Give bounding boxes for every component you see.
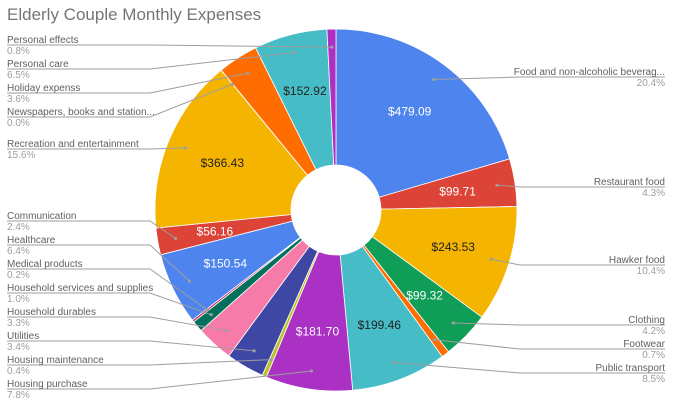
slice-percent: 4.2% xyxy=(642,326,665,337)
slice-label: Household durables xyxy=(7,307,96,318)
leader-dot xyxy=(231,82,235,86)
slice-value-label: $243.53 xyxy=(432,240,476,254)
slice-percent: 1.0% xyxy=(7,294,30,305)
leader-line xyxy=(433,76,665,81)
slice-label: Restaurant food xyxy=(594,177,665,188)
pie-slice xyxy=(326,28,337,166)
slice-percent: 0.0% xyxy=(7,118,30,129)
leader-line xyxy=(7,292,212,316)
slice-label: Personal care xyxy=(7,59,69,70)
slice-value-label: $366.43 xyxy=(201,156,245,170)
leader-dot xyxy=(252,349,256,353)
slice-percent: 0.8% xyxy=(7,46,30,57)
slice-label: Holiday expenss xyxy=(7,83,80,94)
leader-dot xyxy=(205,308,209,312)
slice-percent: 6.5% xyxy=(7,70,30,81)
leader-dot xyxy=(183,146,188,150)
slice-label: Footwear xyxy=(623,339,665,350)
leader-line xyxy=(393,361,665,374)
slice-percent: 7.8% xyxy=(7,390,30,401)
pie-slice xyxy=(371,206,518,318)
slice-percent: 8.5% xyxy=(642,374,665,385)
leader-dot xyxy=(224,328,229,333)
leader-dot xyxy=(173,236,178,240)
leader-line xyxy=(7,147,186,150)
leader-line xyxy=(496,184,665,188)
leader-dot xyxy=(293,50,297,54)
chart-title: Elderly Couple Monthly Expenses xyxy=(7,5,262,24)
slice-percent: 4.3% xyxy=(642,188,665,199)
leader-line xyxy=(434,339,665,350)
leader-dot xyxy=(246,71,250,75)
leader-line xyxy=(7,268,208,311)
slice-percent: 10.4% xyxy=(637,266,665,277)
slice-percent: 3.6% xyxy=(7,94,30,105)
slice-percent: 6.4% xyxy=(7,246,30,257)
leader-line xyxy=(7,244,190,282)
slice-value-label: $199.46 xyxy=(358,318,402,332)
slice-label: Personal effects xyxy=(7,35,79,46)
slice-value-label: $99.71 xyxy=(439,184,476,198)
leader-line xyxy=(453,322,665,326)
slice-label: Housing maintenance xyxy=(7,355,104,366)
slice-label: Public transport xyxy=(596,363,666,374)
slice-label: Housing purchase xyxy=(7,379,88,390)
slice-value-label: $479.09 xyxy=(388,104,432,118)
leader-line xyxy=(7,220,176,239)
leader-line xyxy=(7,359,272,366)
slice-value-label: $150.54 xyxy=(204,257,248,271)
slice-percent: 0.2% xyxy=(7,270,30,281)
leader-line xyxy=(491,258,665,266)
leader-dot xyxy=(451,321,455,325)
leader-dot xyxy=(431,77,436,82)
slice-percent: 0.7% xyxy=(642,350,665,361)
leader-dot xyxy=(309,369,314,373)
slice-label: Newspapers, books and station... xyxy=(7,107,155,118)
slice-percent: 3.3% xyxy=(7,318,30,329)
slice-label: Clothing xyxy=(628,315,665,326)
leader-dot xyxy=(209,313,213,317)
leader-line xyxy=(7,370,312,390)
slice-label: Communication xyxy=(7,211,76,222)
slice-label: Food and non-alcoholic beverag... xyxy=(514,67,665,78)
leader-dot xyxy=(187,279,192,283)
slice-label: Healthcare xyxy=(7,235,56,246)
slice-value-label: $152.92 xyxy=(283,84,327,98)
slice-label: Hawker food xyxy=(609,255,665,266)
slice-label: Household services and supplies xyxy=(7,283,153,294)
leader-dot xyxy=(269,357,274,362)
leader-dot xyxy=(495,183,499,187)
slice-percent: 15.6% xyxy=(7,150,35,161)
leader-dot xyxy=(432,338,437,342)
leader-line xyxy=(7,316,227,332)
slice-value-label: $99.32 xyxy=(406,288,443,302)
slice-value-label: $181.70 xyxy=(296,325,340,339)
leader-line xyxy=(7,83,233,118)
pie-slice xyxy=(335,28,511,198)
leader-line xyxy=(7,51,295,70)
leader-dot xyxy=(330,45,334,49)
slice-label: Utilities xyxy=(7,331,39,342)
slice-percent: 20.4% xyxy=(637,78,665,89)
leader-line xyxy=(7,340,255,352)
leader-dot xyxy=(391,360,395,365)
slice-label: Recreation and entertainment xyxy=(7,139,139,150)
slice-label: Medical products xyxy=(7,259,83,270)
leader-dot xyxy=(489,257,493,261)
slice-percent: 2.4% xyxy=(7,222,30,233)
pie-slice xyxy=(154,69,308,229)
leader-line xyxy=(7,72,248,94)
slice-percent: 3.4% xyxy=(7,342,30,353)
leader-line xyxy=(7,44,332,48)
slice-value-label: $56.16 xyxy=(197,224,234,238)
slice-percent: 0.4% xyxy=(7,366,30,377)
